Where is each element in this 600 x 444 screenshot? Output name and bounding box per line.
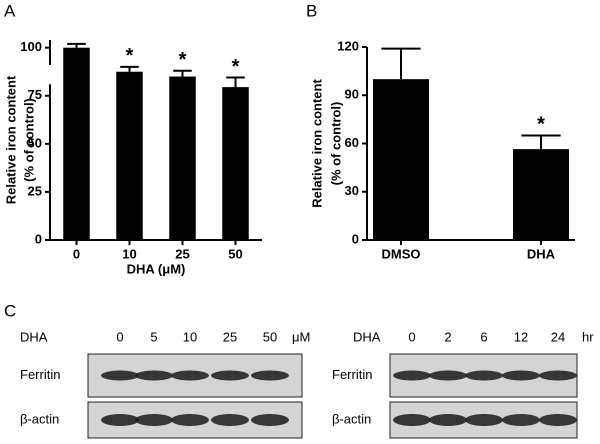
panel-label: B: [306, 1, 317, 20]
blot-band: [101, 370, 139, 381]
lane-label: 2: [444, 329, 451, 344]
lane-label: 24: [551, 329, 565, 344]
y-tick-label: 90: [345, 87, 359, 102]
y-tick-label: 50: [28, 135, 42, 150]
y-tick-label: 75: [28, 87, 42, 102]
panel-label: A: [4, 1, 16, 20]
lane-label: 12: [514, 329, 528, 344]
blot-band: [393, 370, 431, 381]
blot-band: [429, 414, 467, 426]
y-tick-label: 100: [20, 39, 42, 54]
row-label: Ferritin: [332, 367, 372, 382]
significance-mark: *: [232, 56, 240, 78]
blot-band: [539, 414, 577, 426]
blot-band: [211, 414, 249, 426]
bar: [222, 87, 249, 240]
bar: [373, 79, 429, 241]
bar: [169, 76, 196, 241]
y-axis-title: Relative iron content: [3, 75, 18, 204]
x-tick-label: 25: [175, 246, 189, 261]
x-tick-label: DHA: [527, 246, 556, 261]
treatment-label: DHA: [20, 329, 48, 344]
row-label: β-actin: [20, 411, 59, 426]
x-tick-label: DMSO: [382, 246, 421, 261]
blot-band: [465, 414, 503, 426]
row-label: β-actin: [332, 411, 371, 426]
panel-label: C: [4, 301, 16, 320]
blot-band: [171, 414, 209, 426]
significance-mark: *: [126, 45, 134, 67]
bar: [63, 47, 90, 240]
treatment-label: DHA: [353, 329, 381, 344]
blot-band: [251, 370, 289, 381]
y-axis-title: (% of control): [328, 102, 343, 186]
unit-label: hr: [582, 329, 594, 344]
blot-band: [101, 414, 139, 426]
y-tick-label: 60: [345, 135, 359, 150]
lane-label: 50: [263, 329, 277, 344]
x-axis-title: DHA (μM): [127, 261, 186, 276]
blot-band: [465, 370, 503, 381]
blot-band: [251, 414, 289, 426]
y-tick-label: 25: [28, 183, 42, 198]
x-tick-label: 50: [228, 246, 242, 261]
blot-band: [135, 414, 173, 426]
bar: [513, 149, 569, 240]
blot-band: [502, 370, 540, 381]
blot-band: [393, 414, 431, 426]
x-tick-label: 10: [122, 246, 136, 261]
lane-label: 25: [223, 329, 237, 344]
y-tick-label: 120: [337, 38, 359, 53]
unit-label: μM: [292, 329, 310, 344]
blot-band: [135, 370, 173, 381]
bar: [116, 71, 143, 240]
y-axis-title: (% of control): [21, 98, 36, 182]
blot-band: [429, 370, 467, 381]
y-axis-title: Relative iron content: [309, 79, 324, 208]
lane-label: 5: [150, 329, 157, 344]
blot-band: [539, 370, 577, 381]
lane-label: 0: [116, 329, 123, 344]
significance-mark: *: [537, 114, 545, 136]
y-tick-label: 0: [352, 231, 359, 246]
lane-label: 0: [408, 329, 415, 344]
blot-band: [502, 414, 540, 426]
blot-band: [171, 370, 209, 381]
y-tick-label: 30: [345, 183, 359, 198]
significance-mark: *: [179, 49, 187, 71]
lane-label: 10: [183, 329, 197, 344]
y-tick-label: 0: [35, 231, 42, 246]
x-tick-label: 0: [73, 246, 80, 261]
blot-band: [211, 370, 249, 381]
lane-label: 6: [480, 329, 487, 344]
row-label: Ferritin: [20, 367, 60, 382]
